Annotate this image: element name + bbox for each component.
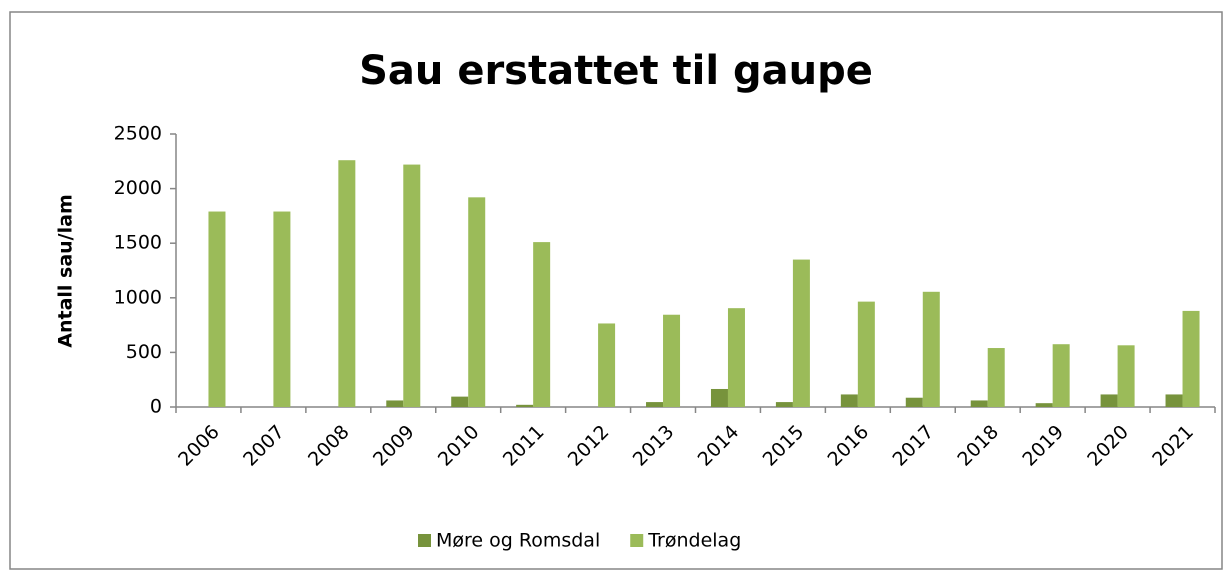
bar (646, 402, 664, 407)
bar (1100, 394, 1118, 407)
y-axis-label: Antall sau/lam (55, 194, 77, 348)
bar (468, 197, 486, 407)
bar (792, 259, 810, 407)
y-tick-label: 0 (150, 396, 162, 418)
bar (403, 164, 421, 407)
chart-title: Sau erstattet til gaupe (359, 48, 873, 94)
legend-swatch (418, 534, 431, 547)
y-tick-label: 2000 (114, 177, 162, 199)
bar (1182, 310, 1200, 407)
y-tick-label: 1500 (114, 232, 162, 254)
bar (1035, 403, 1053, 407)
y-tick-label: 500 (126, 341, 162, 363)
bar (987, 348, 1005, 407)
bar (451, 396, 469, 407)
bar (710, 388, 728, 407)
bar (1165, 394, 1183, 407)
y-tick-label: 2500 (114, 123, 162, 145)
bar (386, 400, 404, 407)
legend-label: Møre og Romsdal (436, 530, 600, 552)
bar (663, 314, 681, 407)
bar (775, 402, 793, 407)
bar (857, 301, 875, 407)
bar (598, 323, 616, 407)
bar (516, 404, 534, 407)
bar (970, 400, 988, 407)
y-tick-label: 1000 (114, 286, 162, 308)
bar (840, 394, 858, 407)
bar (533, 242, 551, 407)
bar (1117, 345, 1135, 407)
bar (273, 211, 291, 407)
bar (338, 160, 356, 407)
legend-label: Trøndelag (647, 530, 741, 552)
legend-swatch (630, 534, 644, 547)
bar (1052, 344, 1070, 407)
bar (727, 308, 745, 407)
bar (905, 397, 923, 407)
bar (922, 291, 940, 407)
bar (208, 211, 226, 407)
chart-border (9, 11, 1223, 570)
